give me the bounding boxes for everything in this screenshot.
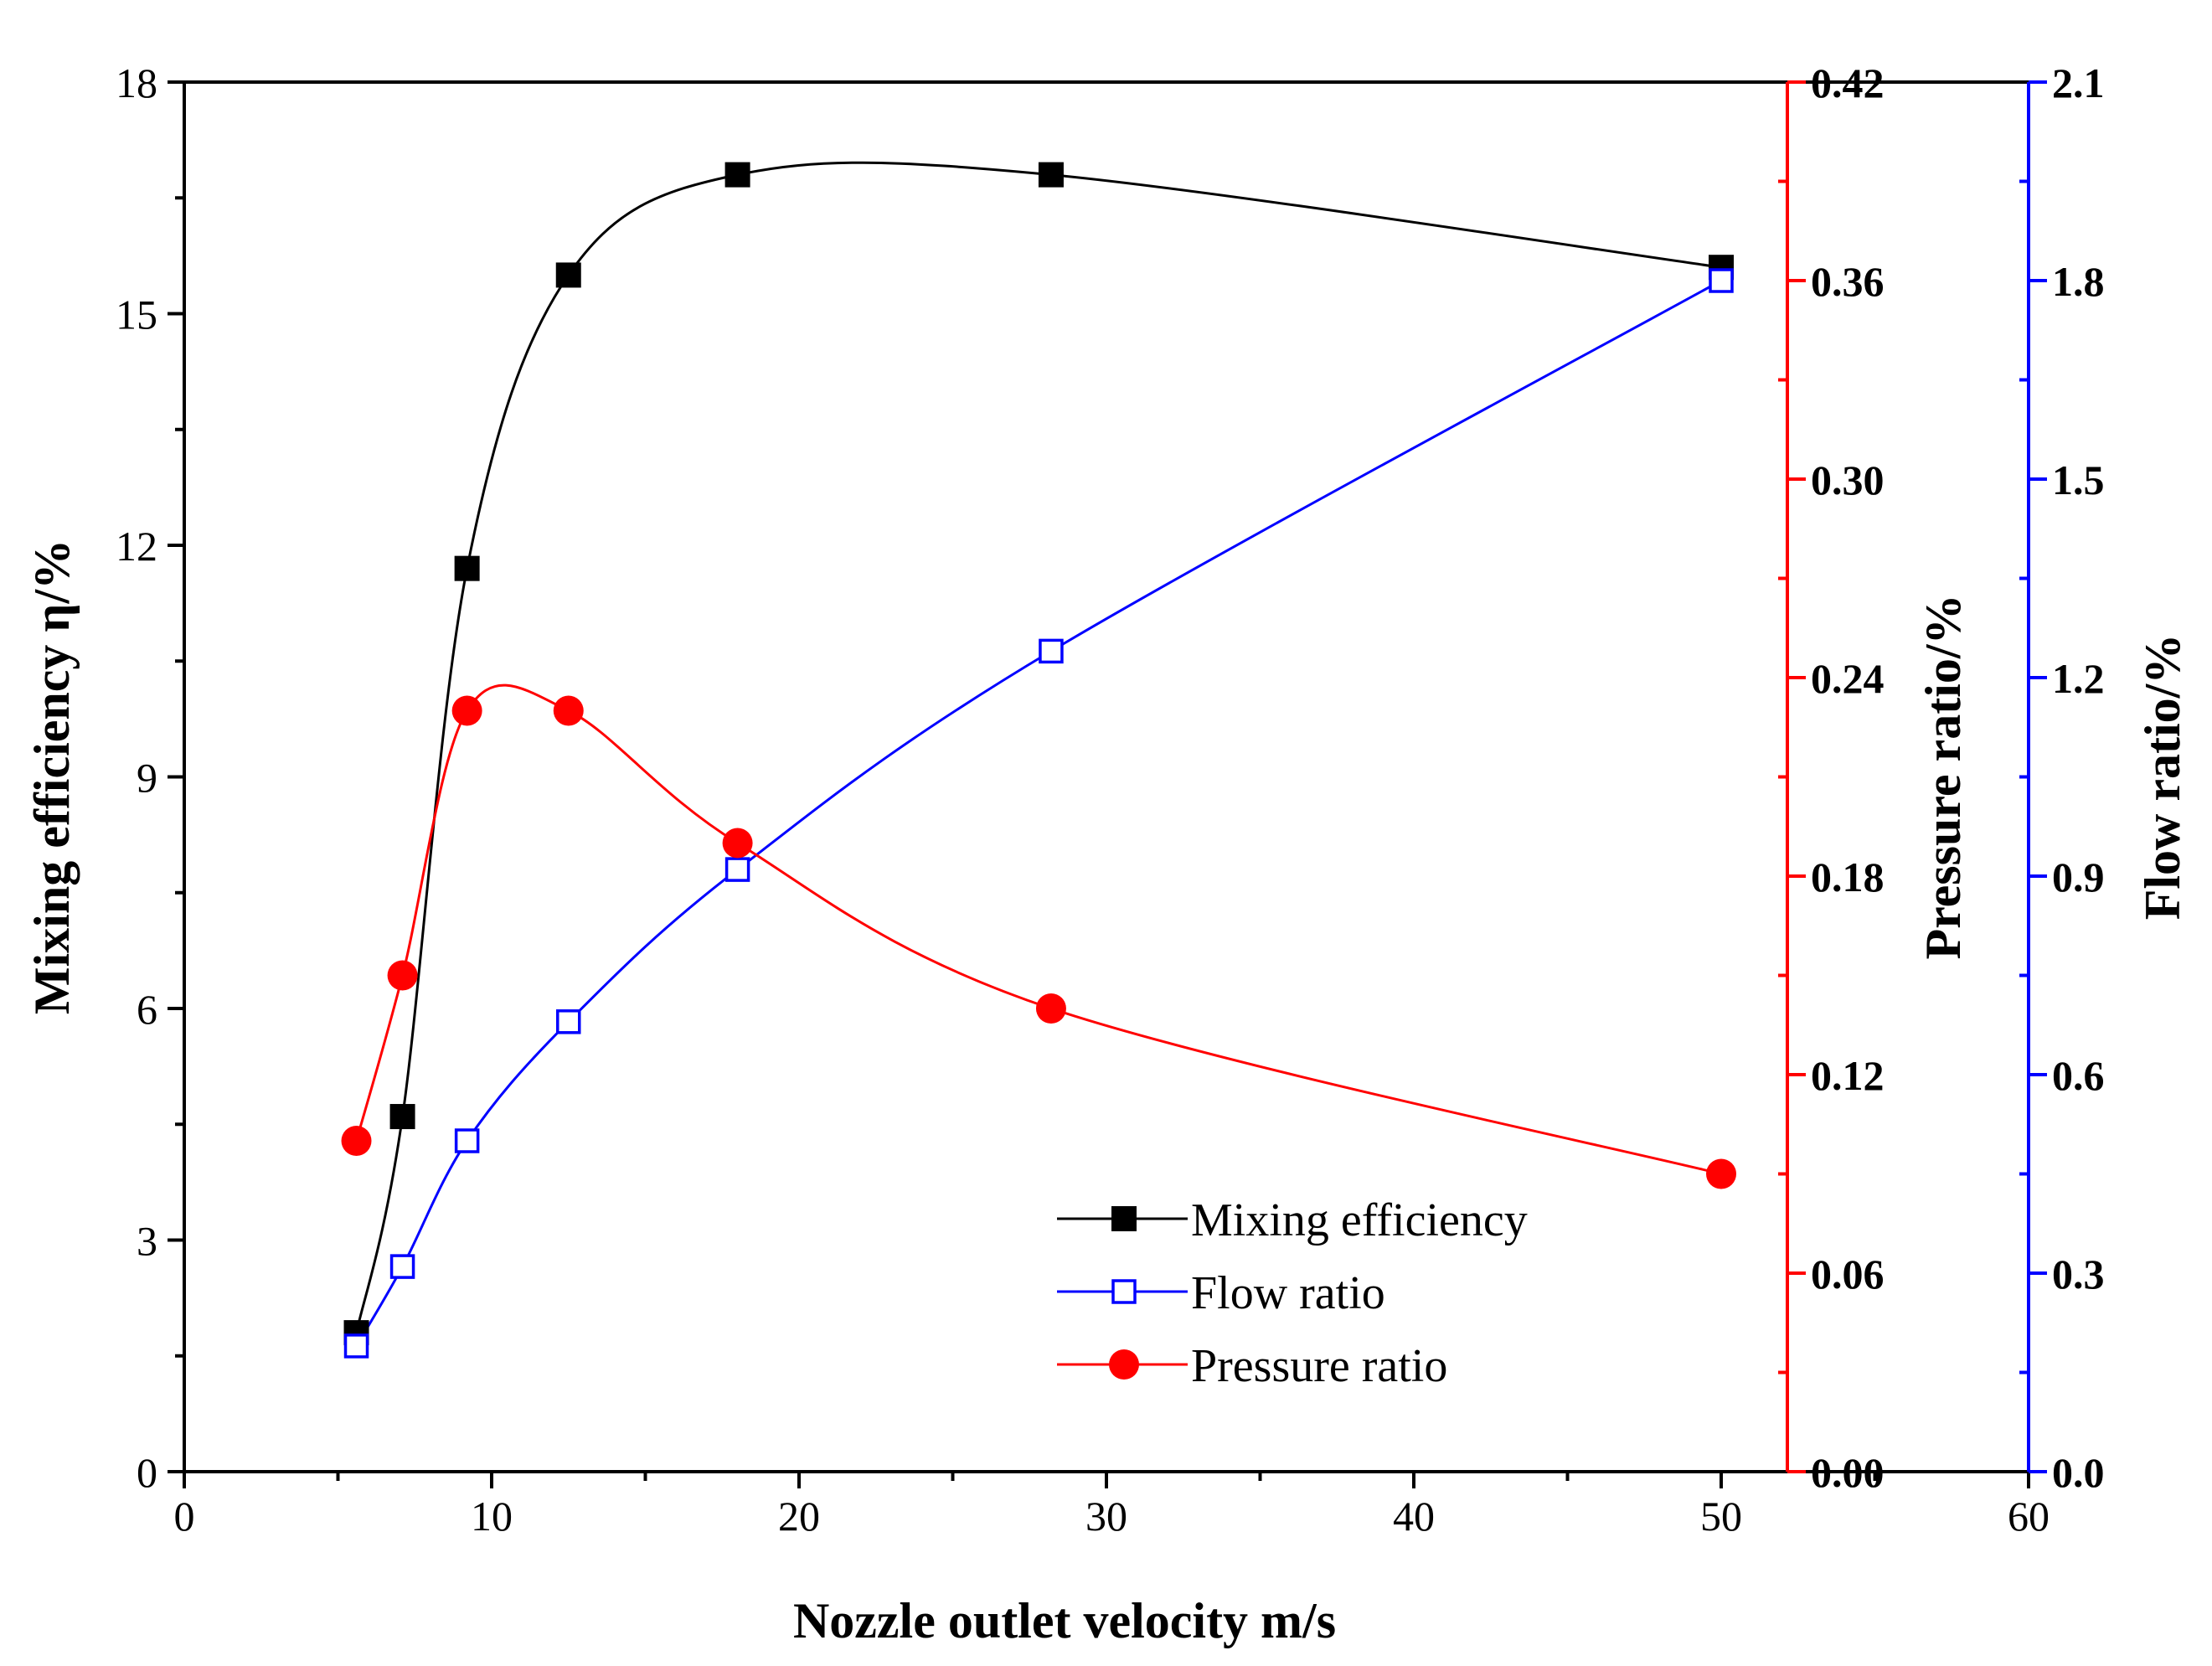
pressure-tick-label: 0.18 [1811,854,1885,900]
mixing-efficiency-point [389,1104,415,1130]
legend-marker [1111,1279,1137,1304]
pressure-ratio-point [341,1126,372,1156]
mixing-efficiency-point [555,262,581,288]
flow-tick-label: 0.9 [2052,854,2105,900]
legend-label: Flow ratio [1191,1267,1385,1319]
mixing-efficiency-point [454,555,480,581]
pressure-ratio-point [1706,1158,1736,1189]
legend-label: Pressure ratio [1191,1340,1447,1392]
flow-ratio-point [454,1128,480,1153]
flow-ratio-point [343,1333,369,1359]
flow-tick-label: 0.0 [2052,1449,2105,1496]
x-tick-label: 0 [174,1493,195,1540]
flow-tick-label: 2.1 [2052,59,2105,106]
left-tick-label: 3 [137,1218,157,1265]
pressure-tick-label: 0.06 [1811,1251,1885,1297]
x-tick-label: 10 [471,1493,513,1540]
left-axis-title: Mixing efficiency η/% [24,539,80,1014]
x-tick-label: 20 [778,1493,820,1540]
mixing-efficiency-curve [355,161,1722,1333]
left-tick-label: 12 [116,523,157,570]
x-tick-label: 40 [1393,1493,1435,1540]
flow-tick-label: 0.6 [2052,1052,2105,1099]
flow-axis-title: Flow ratio/% [2135,634,2190,921]
legend-label: Mixing efficiency [1191,1194,1528,1246]
flow-ratio-point [1709,268,1734,293]
pressure-ratio-point [451,695,482,726]
x-axis-title: Nozzle outlet velocity m/s [793,1593,1336,1648]
flow-tick-label: 1.8 [2052,258,2105,305]
flow-tick-label: 0.3 [2052,1251,2105,1297]
pressure-axis-title: Pressure ratio/% [1916,594,1971,959]
x-tick-label: 50 [1700,1493,1742,1540]
pressure-tick-label: 0.42 [1811,59,1885,106]
pressure-tick-label: 0.24 [1811,655,1885,702]
x-tick-label: 30 [1085,1493,1127,1540]
flow-ratio-curve [355,279,1722,1347]
pressure-tick-label: 0.30 [1811,456,1885,503]
pressure-tick-label: 0.36 [1811,258,1885,305]
mixing-efficiency-point [1038,162,1064,188]
left-tick-label: 6 [137,986,157,1033]
pressure-tick-label: 0.12 [1811,1052,1885,1099]
mixing-efficiency-point [724,162,750,188]
left-tick-label: 0 [137,1449,157,1496]
flow-tick-label: 1.5 [2052,456,2105,503]
x-tick-label: 60 [2008,1493,2050,1540]
flow-ratio-point [556,1009,581,1034]
flow-ratio-point [389,1254,415,1279]
pressure-ratio-point [722,828,753,859]
left-tick-label: 15 [116,291,157,338]
pressure-ratio-point [1035,993,1066,1024]
flow-ratio-point [1039,638,1064,664]
legend-marker [1111,1206,1137,1231]
flow-tick-label: 1.2 [2052,655,2105,702]
pressure-ratio-point [387,960,418,991]
left-tick-label: 9 [137,755,157,802]
legend-marker [1109,1349,1139,1380]
left-tick-label: 18 [116,59,157,106]
flow-ratio-point [724,857,750,882]
pressure-tick-label: 0.00 [1811,1449,1885,1496]
pressure-ratio-curve [355,683,1722,1175]
pressure-ratio-point [553,695,584,726]
